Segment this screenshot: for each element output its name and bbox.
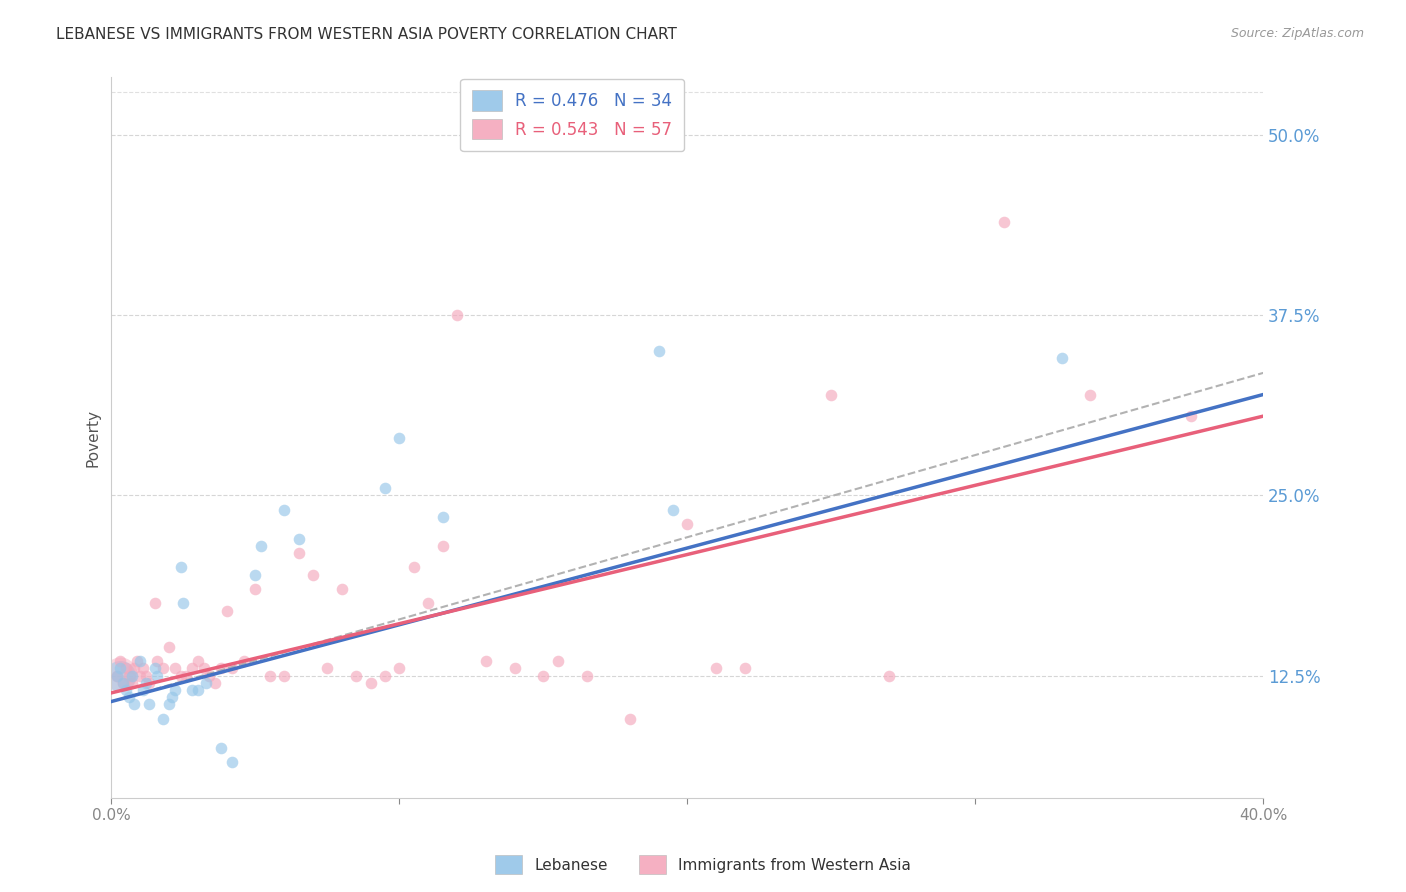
Point <box>418 597 440 611</box>
Y-axis label: Poverty: Poverty <box>86 409 100 467</box>
Point <box>124 661 146 675</box>
Point <box>135 675 157 690</box>
Point <box>287 532 309 546</box>
Text: LEBANESE VS IMMIGRANTS FROM WESTERN ASIA POVERTY CORRELATION CHART: LEBANESE VS IMMIGRANTS FROM WESTERN ASIA… <box>56 27 678 42</box>
Point <box>287 546 309 560</box>
Point <box>1080 387 1102 401</box>
Point <box>273 668 295 682</box>
Point <box>360 675 382 690</box>
Point <box>169 668 191 682</box>
Point <box>993 214 1015 228</box>
Point <box>344 668 367 682</box>
Point <box>432 510 454 524</box>
Point <box>316 661 339 675</box>
Point <box>114 661 136 675</box>
Point <box>250 539 273 553</box>
Point <box>330 582 353 596</box>
Point <box>245 582 267 596</box>
Point <box>111 675 134 690</box>
Point <box>209 661 232 675</box>
Point <box>245 567 267 582</box>
Legend: Lebanese, Immigrants from Western Asia: Lebanese, Immigrants from Western Asia <box>489 849 917 880</box>
Point <box>143 597 166 611</box>
Point <box>1180 409 1202 424</box>
Point <box>181 683 204 698</box>
Point <box>575 668 598 682</box>
Point <box>108 654 131 668</box>
Point <box>118 668 141 682</box>
Point <box>187 683 209 698</box>
Point <box>662 503 685 517</box>
Point <box>132 683 155 698</box>
Point <box>118 690 141 705</box>
Point <box>135 668 157 682</box>
Point <box>132 661 155 675</box>
Point <box>105 668 128 682</box>
Point <box>114 683 136 698</box>
Point <box>187 654 209 668</box>
Legend: R = 0.476   N = 34, R = 0.543   N = 57: R = 0.476 N = 34, R = 0.543 N = 57 <box>460 78 683 151</box>
Point <box>129 654 152 668</box>
Point <box>302 567 325 582</box>
Point <box>209 740 232 755</box>
Point <box>108 667 131 681</box>
Point <box>204 675 226 690</box>
Point <box>547 654 569 668</box>
Point <box>146 654 169 668</box>
Point <box>195 675 218 690</box>
Point <box>402 560 425 574</box>
Point <box>127 654 149 668</box>
Point <box>474 654 496 668</box>
Point <box>232 654 254 668</box>
Point <box>676 517 699 532</box>
Point <box>374 481 396 495</box>
Point <box>193 661 215 675</box>
Point <box>121 668 143 682</box>
Point <box>221 661 243 675</box>
Point <box>146 668 169 682</box>
Point <box>124 698 146 712</box>
Point <box>273 503 295 517</box>
Point <box>163 661 186 675</box>
Point <box>138 698 160 712</box>
Point <box>174 668 197 682</box>
Point <box>152 661 174 675</box>
Point <box>105 668 128 682</box>
Point <box>157 640 180 654</box>
Text: Source: ZipAtlas.com: Source: ZipAtlas.com <box>1230 27 1364 40</box>
Point <box>432 539 454 553</box>
Point <box>374 668 396 682</box>
Point <box>877 668 900 682</box>
Point <box>531 668 554 682</box>
Point <box>163 683 186 698</box>
Point <box>121 675 143 690</box>
Point <box>388 661 411 675</box>
Point <box>160 690 183 705</box>
Point <box>108 668 131 682</box>
Point <box>619 712 641 726</box>
Point <box>1050 351 1073 366</box>
Point <box>503 661 526 675</box>
Point <box>734 661 756 675</box>
Point <box>138 675 160 690</box>
Point <box>215 604 238 618</box>
Point <box>152 712 174 726</box>
Point <box>172 597 194 611</box>
Point <box>198 668 221 682</box>
Point <box>704 661 727 675</box>
Point <box>259 668 281 682</box>
Point <box>820 387 842 401</box>
Point <box>647 344 669 359</box>
Point <box>143 661 166 675</box>
Point <box>157 698 180 712</box>
Point <box>169 560 191 574</box>
Point <box>221 755 243 769</box>
Point <box>111 675 134 690</box>
Point <box>446 308 468 322</box>
Point <box>388 431 411 445</box>
Point <box>108 661 131 675</box>
Point <box>181 661 204 675</box>
Point <box>129 668 152 682</box>
